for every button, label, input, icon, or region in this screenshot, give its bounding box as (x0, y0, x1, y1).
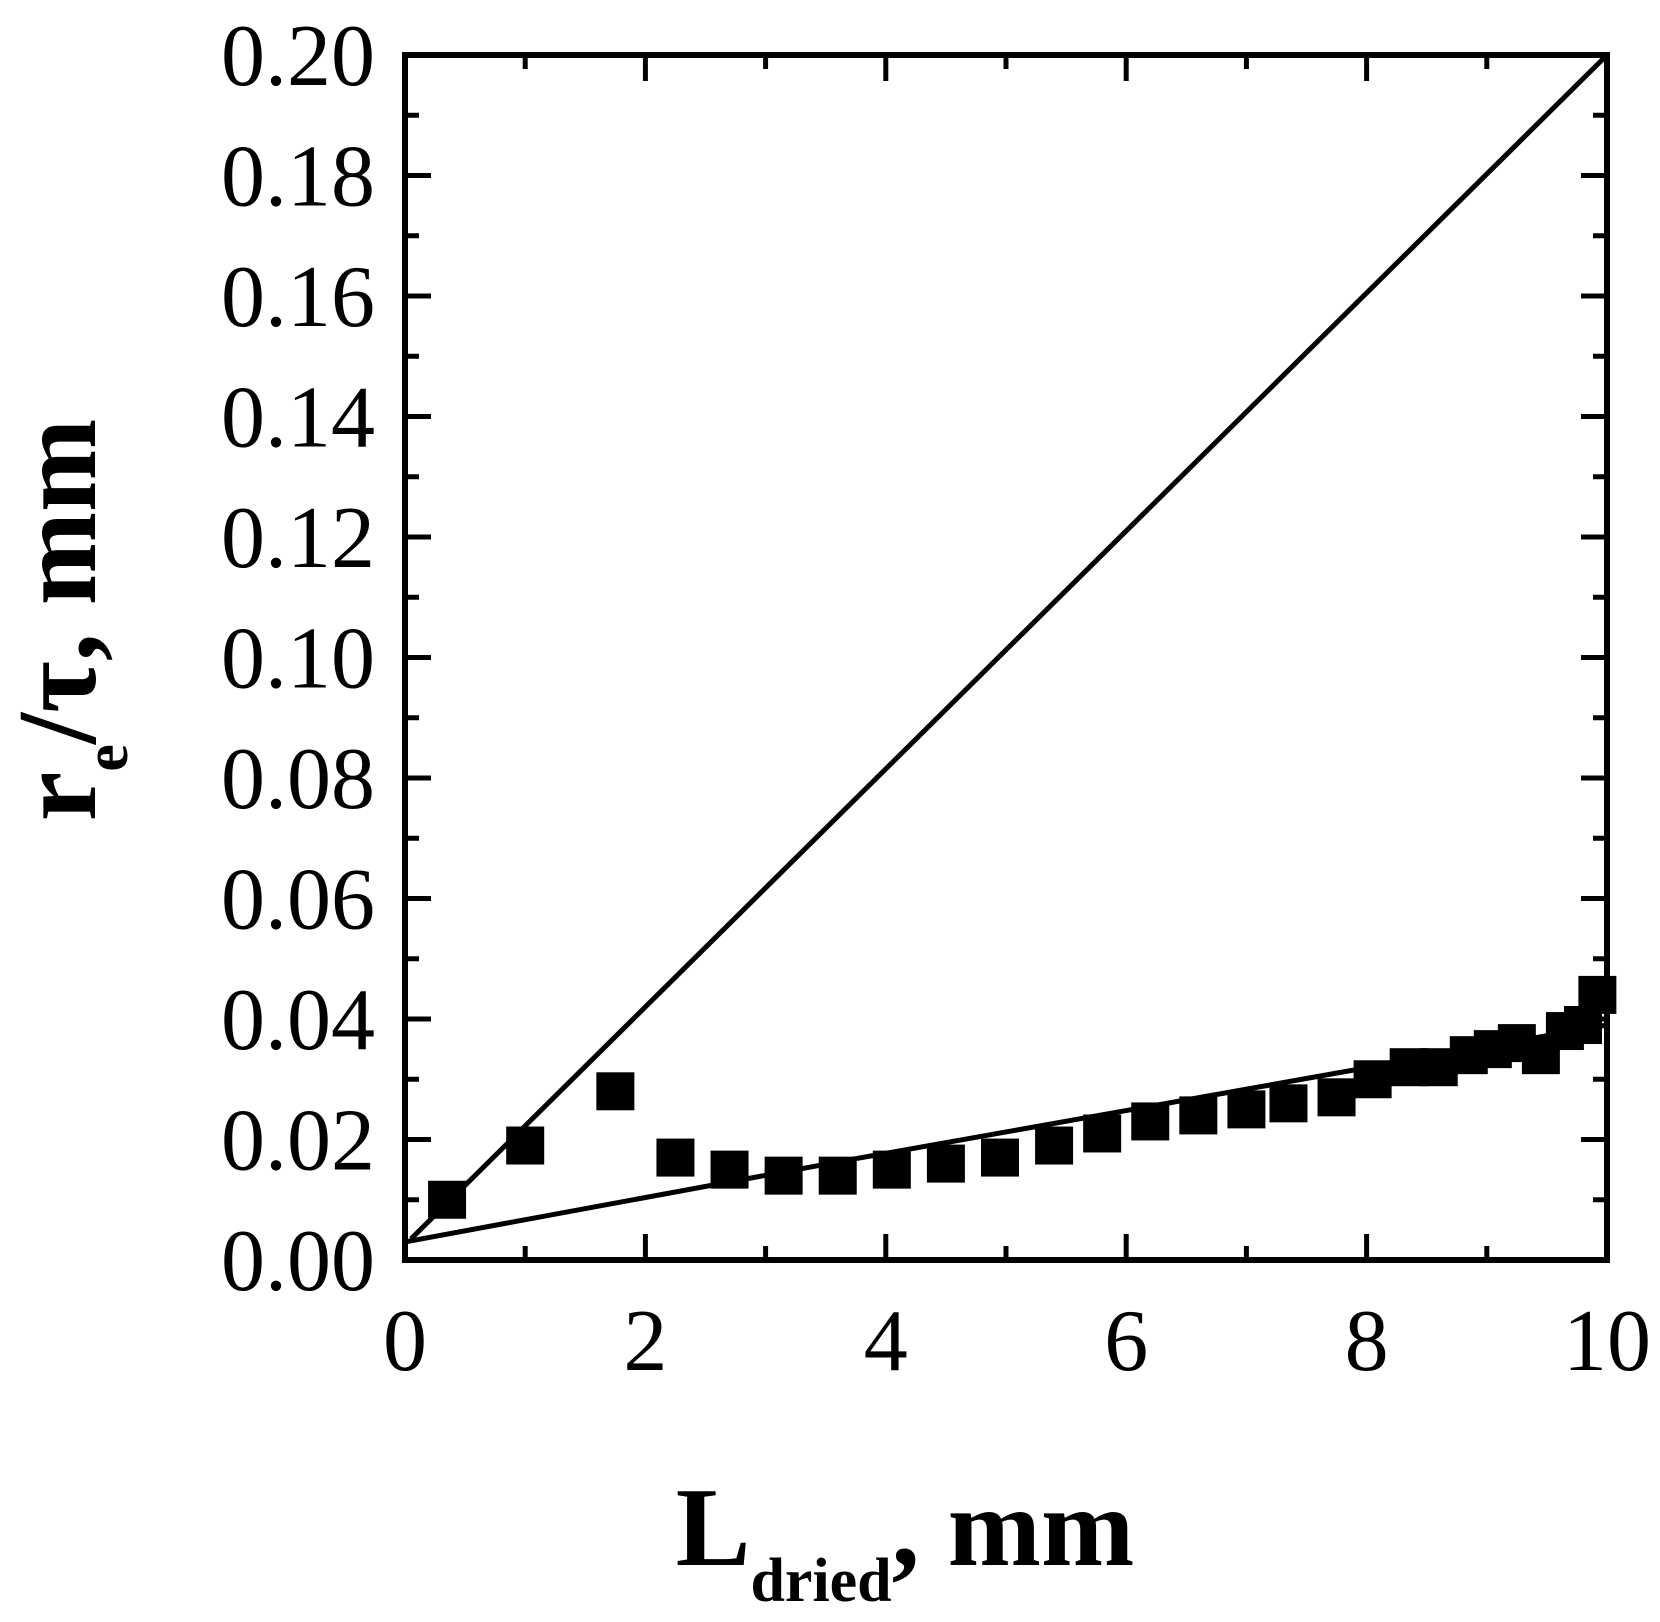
x-axis-title-main: L (676, 1466, 751, 1590)
data-point (710, 1150, 749, 1189)
y-tick-label: 0.00 (221, 1213, 375, 1310)
y-tick-label: 0.04 (221, 972, 375, 1069)
x-tick-label: 6 (1104, 1293, 1148, 1390)
data-point (506, 1126, 545, 1165)
data-point (926, 1144, 965, 1183)
x-tick-label: 8 (1345, 1293, 1389, 1390)
data-point (1578, 975, 1617, 1014)
y-axis-title-suffix: /τ, mm (0, 419, 120, 746)
x-axis-title-sub: dried (750, 1547, 891, 1615)
x-axis-title-suffix: , mm (892, 1466, 1135, 1590)
data-point (1179, 1096, 1218, 1135)
data-point (1269, 1084, 1308, 1123)
plot-frame (402, 52, 1610, 1263)
data-point (1317, 1078, 1356, 1117)
y-tick-label: 0.02 (221, 1093, 375, 1190)
x-axis-title: Ldried, mm (676, 1466, 1135, 1615)
y-axis-title-sub: e (73, 744, 141, 772)
x-tick-label: 10 (1563, 1293, 1651, 1390)
y-tick-label: 0.18 (221, 129, 375, 226)
y-axis-title: re/τ, mm (0, 419, 141, 822)
y-tick-labels: 0.00 0.02 0.04 0.06 0.08 0.10 0.12 0.14 0.16 0.18… (221, 8, 375, 1310)
x-tick-label: 0 (383, 1293, 427, 1390)
y-tick-label: 0.10 (221, 611, 375, 708)
data-point (980, 1138, 1019, 1177)
x-tick-labels: 0 2 4 6 8 10 (383, 1293, 1651, 1390)
data-point (1353, 1060, 1392, 1099)
y-tick-label: 0.14 (221, 370, 375, 467)
data-point (428, 1180, 467, 1219)
x-tick-label: 2 (623, 1293, 667, 1390)
data-point (818, 1156, 857, 1195)
y-tick-label: 0.16 (221, 249, 375, 346)
y-tick-label: 0.06 (221, 852, 375, 949)
y-tick-label: 0.08 (221, 731, 375, 828)
fit-line-1 (409, 53, 1609, 1241)
y-tick-label: 0.20 (221, 8, 375, 105)
data-points (428, 975, 1617, 1219)
data-point (596, 1072, 635, 1111)
y-tick-label: 0.12 (221, 490, 375, 587)
data-point (1227, 1090, 1266, 1129)
data-point (1131, 1102, 1170, 1141)
x-tick-label: 4 (864, 1293, 908, 1390)
data-point (764, 1156, 803, 1195)
data-point (656, 1138, 695, 1177)
data-point (1035, 1126, 1074, 1165)
data-point (1083, 1114, 1122, 1153)
y-axis-title-main: r (0, 772, 120, 822)
data-point (872, 1150, 911, 1189)
